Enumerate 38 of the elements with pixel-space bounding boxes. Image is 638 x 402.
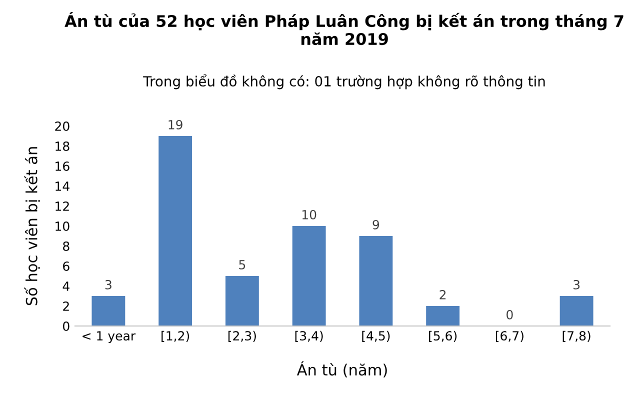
bar [92, 296, 126, 326]
bar [158, 136, 192, 326]
x-tick-label: [6,7) [496, 330, 524, 342]
bar [426, 306, 460, 326]
x-axis-title: Án tù (năm) [296, 361, 387, 378]
data-label: 10 [302, 210, 316, 220]
y-tick-label: 4 [62, 282, 70, 291]
data-label: 9 [372, 220, 380, 230]
chart-subtitle: Trong biểu đồ không có: 01 trường hợp không rõ thông tin [143, 74, 545, 90]
x-tick-label: [7,8) [562, 330, 590, 342]
y-tick-label: 2 [63, 301, 69, 311]
x-tick-label: < 1 year [82, 331, 136, 343]
x-tick-label: [2,3) [228, 330, 256, 342]
data-label: 2 [440, 290, 446, 300]
data-label: 5 [239, 260, 246, 270]
y-tick-label: 0 [63, 321, 70, 331]
y-tick-label: 16 [56, 161, 70, 171]
x-tick-label: [3,4) [295, 330, 323, 342]
bar [292, 226, 326, 326]
x-tick-label: [5,6) [429, 330, 457, 342]
bar [225, 276, 259, 326]
bar [560, 296, 594, 326]
y-tick-label: 12 [56, 201, 69, 211]
data-label: 0 [506, 310, 513, 320]
y-tick-label: 20 [55, 121, 70, 131]
y-tick-label: 18 [56, 141, 70, 151]
data-label: 19 [168, 120, 182, 130]
data-label: 3 [574, 280, 580, 290]
y-tick-label: 8 [63, 241, 70, 251]
y-tick-label: 10 [56, 221, 70, 231]
chart-title: Án tù của 52 học viên Pháp Luân Công bị kết án trong tháng 7 năm 2019 [64, 12, 624, 46]
y-axis-title: Số học viên bị kết án [24, 147, 40, 306]
y-tick-label: 6 [63, 261, 70, 271]
bar [359, 236, 393, 326]
x-tick-label: [4,5) [362, 330, 390, 342]
data-label: 3 [105, 280, 112, 290]
y-tick-label: 14 [56, 182, 70, 191]
x-tick-label: [1,2) [162, 330, 190, 342]
